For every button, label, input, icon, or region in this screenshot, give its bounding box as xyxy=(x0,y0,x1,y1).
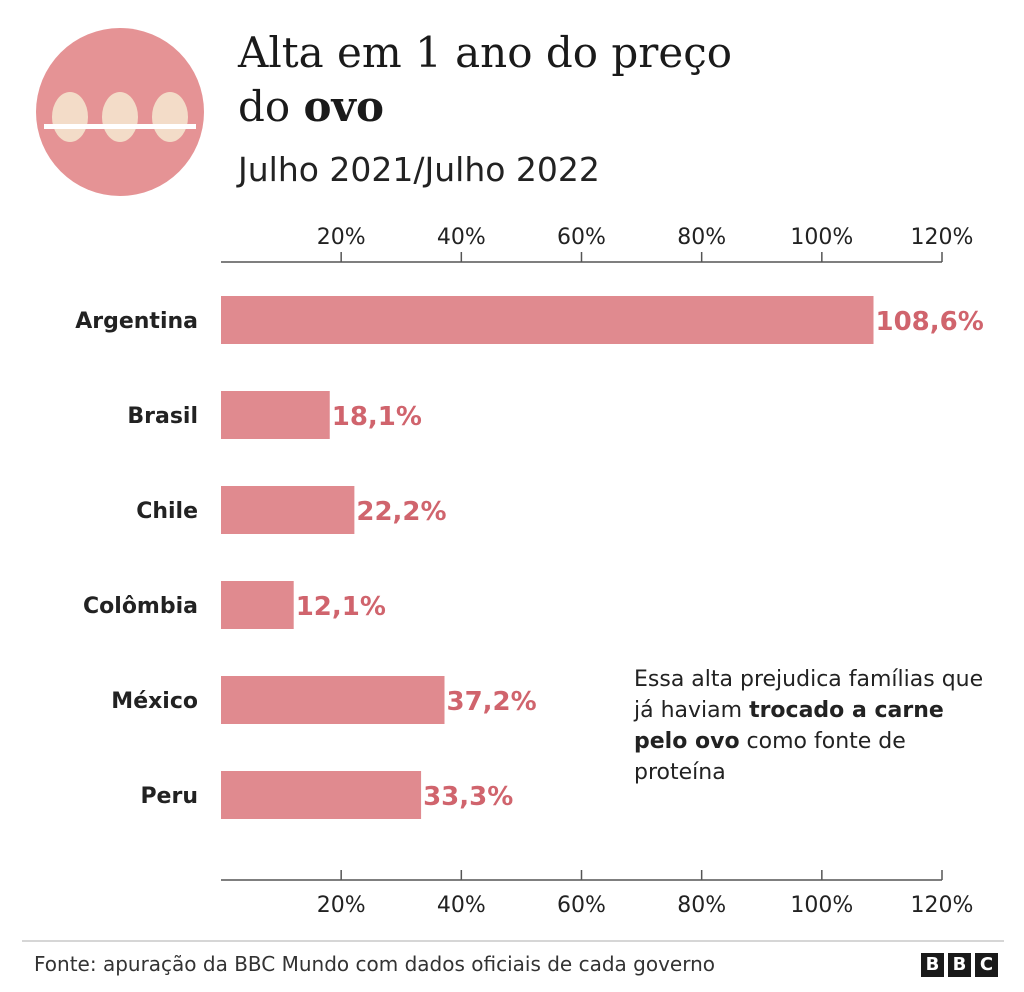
category-label: Brasil xyxy=(127,404,198,429)
category-label: Peru xyxy=(140,784,198,809)
annotation-note-text-1: Essa alta prejudica famílias que já havi… xyxy=(634,667,984,723)
x-axis-top-tick-label: 80% xyxy=(677,225,726,250)
x-axis-bottom-tick-label: 20% xyxy=(317,893,366,918)
bar xyxy=(221,486,355,534)
bar-value-label: 33,3% xyxy=(423,782,513,812)
category-label: Colômbia xyxy=(83,594,198,619)
egg-tray-graphic xyxy=(36,28,204,196)
x-axis-bottom-tick-label: 100% xyxy=(790,893,853,918)
x-axis-bottom-tick-label: 80% xyxy=(677,893,726,918)
bar-value-label: 18,1% xyxy=(332,402,422,432)
bar-value-label: 108,6% xyxy=(876,307,984,337)
category-label: México xyxy=(111,689,198,714)
bar-chart: 20% 40% 60% 80% 100% 120% 20% 40% 60% 80% 100% 120%… xyxy=(75,225,984,918)
x-axis-top-tick-label: 100% xyxy=(790,225,853,250)
x-axis-bottom-tick-label: 60% xyxy=(557,893,606,918)
x-axis-top-tick-label: 40% xyxy=(437,225,486,250)
bar xyxy=(221,771,422,819)
bbc-logo-letter: B xyxy=(948,953,971,977)
chart-title-line2-plain: do xyxy=(238,82,304,131)
bar xyxy=(221,296,874,344)
bbc-logo: B B C xyxy=(921,953,998,977)
category-label: Argentina xyxy=(75,309,198,334)
annotation-note: Essa alta prejudica famílias que já havi… xyxy=(634,664,994,788)
x-axis-top-tick-label: 60% xyxy=(557,225,606,250)
x-axis-top-tick-label: 120% xyxy=(911,225,974,250)
bar xyxy=(221,581,294,629)
bbc-logo-letter: C xyxy=(975,953,998,977)
bar-value-label: 12,1% xyxy=(296,592,386,622)
chart-title: Alta em 1 ano do preço do ovo xyxy=(238,26,938,134)
chart-title-line2-bold: ovo xyxy=(303,82,384,131)
source-text: Fonte: apuração da BBC Mundo com dados o… xyxy=(34,952,715,976)
x-axis-bottom-tick-label: 120% xyxy=(911,893,974,918)
footer-divider xyxy=(22,940,1004,942)
bar xyxy=(221,391,330,439)
annotation-note-bold: trocado a carne pelo ovo xyxy=(634,698,944,754)
egg-tray-icon xyxy=(36,28,204,196)
chart-title-line1: Alta em 1 ano do preço xyxy=(238,28,733,77)
bbc-logo-letter: B xyxy=(921,953,944,977)
category-label: Chile xyxy=(136,499,198,524)
bar-value-label: 22,2% xyxy=(356,497,446,527)
bar xyxy=(221,676,445,724)
x-axis-bottom-tick-label: 40% xyxy=(437,893,486,918)
x-axis-top-tick-label: 20% xyxy=(317,225,366,250)
chart-subtitle: Julho 2021/Julho 2022 xyxy=(238,150,600,189)
bar-value-label: 37,2% xyxy=(447,687,537,717)
annotation-note-text-2: como fonte de proteína xyxy=(634,729,906,785)
